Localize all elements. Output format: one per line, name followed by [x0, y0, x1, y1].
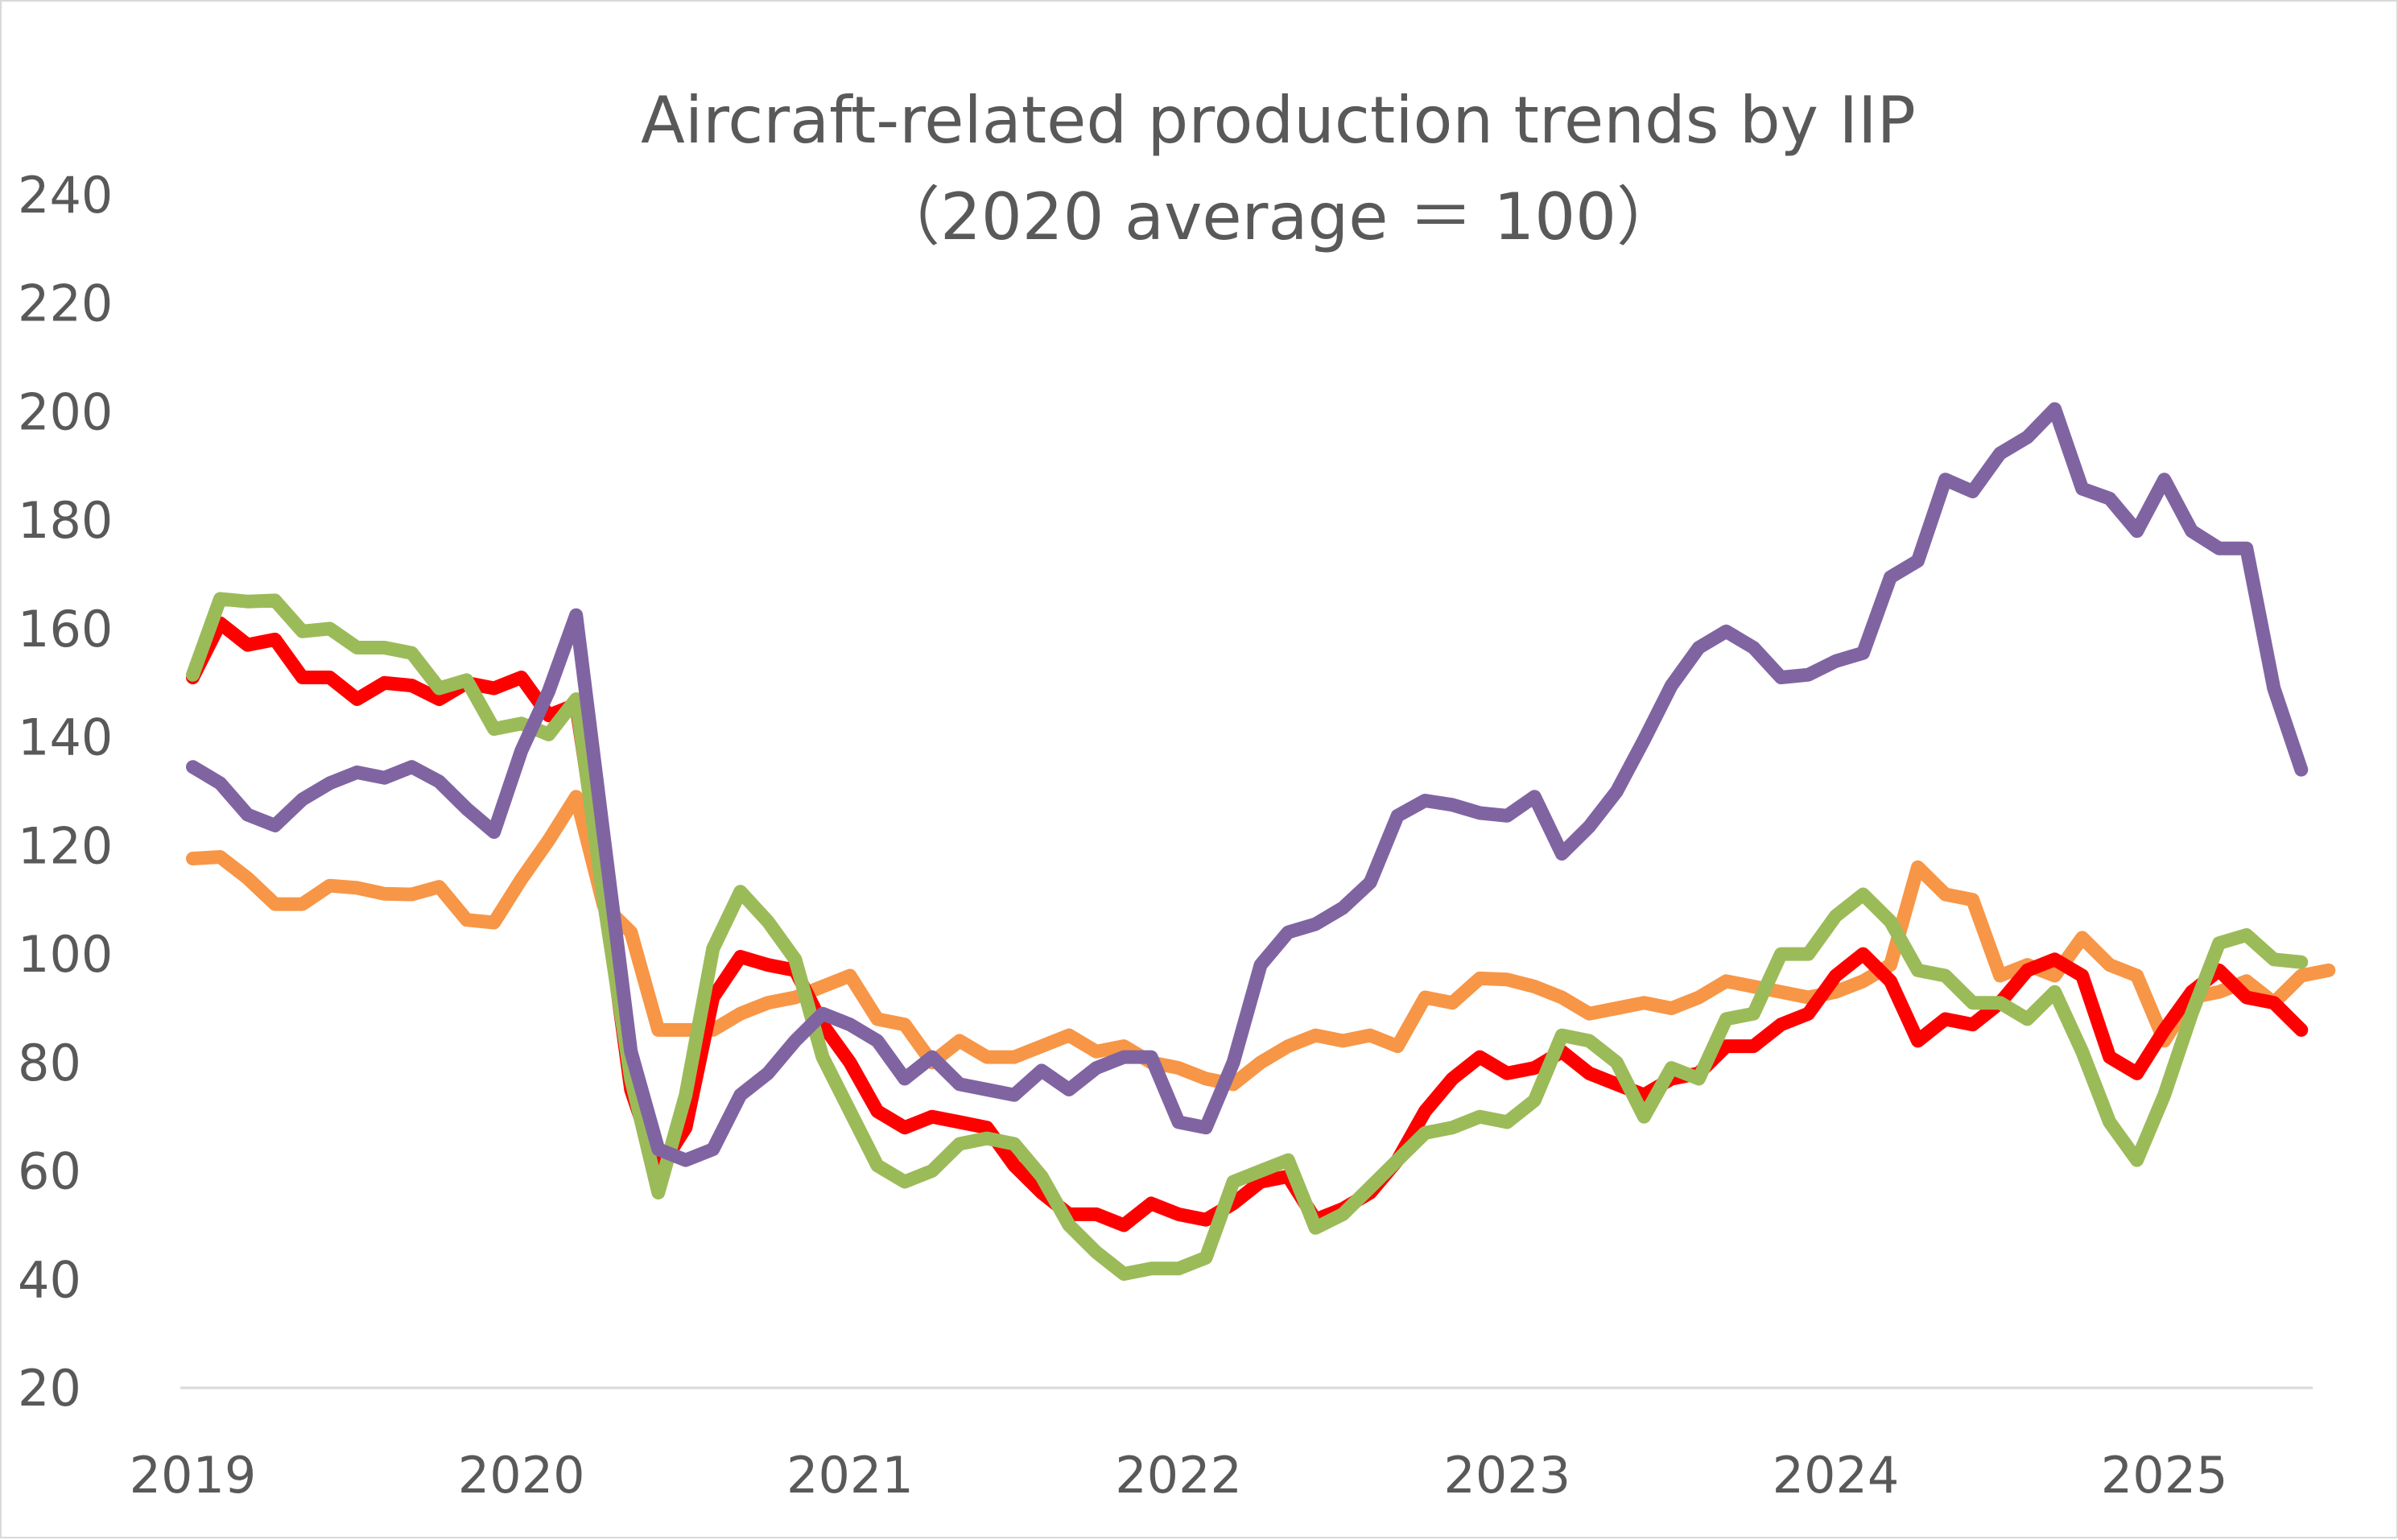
chart-title: Aircraft-related production trends by II… — [641, 83, 1916, 158]
y-tick-label: 220 — [18, 275, 113, 333]
y-tick-label: 80 — [18, 1034, 81, 1092]
x-tick-label: 2019 — [130, 1446, 257, 1505]
x-axis-tick-labels: 2019 2020 2021 2022 2023 2024 2025 — [130, 1446, 2228, 1505]
chart-subtitle: （2020 average ＝ 100） — [876, 180, 1681, 254]
y-tick-label: 200 — [18, 382, 113, 441]
y-tick-label: 240 — [18, 166, 113, 225]
y-tick-label: 180 — [18, 491, 113, 550]
series-line-4 — [186, 402, 2309, 1167]
y-tick-label: 20 — [18, 1359, 81, 1418]
series-lines — [186, 402, 2336, 1281]
y-tick-label: 40 — [18, 1250, 81, 1309]
series-line-1 — [186, 790, 2336, 1092]
series-line-3 — [186, 592, 2309, 1281]
y-tick-label: 100 — [18, 925, 113, 984]
y-tick-label: 120 — [18, 816, 113, 875]
x-tick-label: 2022 — [1115, 1446, 1242, 1505]
x-tick-label: 2021 — [786, 1446, 914, 1505]
y-axis-tick-labels: 240 220 200 180 160 140 120 100 80 60 40 20 — [18, 166, 113, 1418]
y-tick-label: 60 — [18, 1142, 81, 1201]
x-tick-label: 2024 — [1773, 1446, 1900, 1505]
x-tick-label: 2025 — [2101, 1446, 2228, 1505]
x-tick-label: 2020 — [458, 1446, 585, 1505]
y-tick-label: 140 — [18, 708, 113, 767]
y-tick-label: 160 — [18, 600, 113, 659]
x-tick-label: 2023 — [1443, 1446, 1570, 1505]
